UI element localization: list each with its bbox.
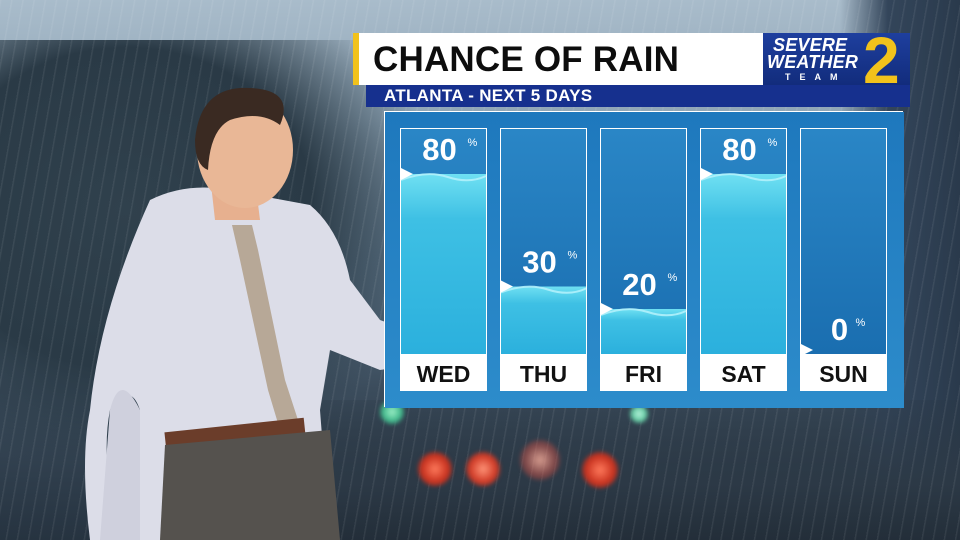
- rain-chance-value: 20: [622, 267, 656, 302]
- percent-sign: %: [856, 317, 866, 329]
- day-label-box: [401, 356, 486, 390]
- rain-chance-chart: 80% WED 30% THU 20% FRI 80% SAT 0% SUN: [384, 111, 904, 408]
- water-surface: [700, 173, 787, 182]
- traffic-light-green: [630, 405, 648, 423]
- rain-chance-value: 0: [831, 312, 848, 347]
- percent-sign: %: [668, 272, 678, 284]
- day-column: 30 % THU: [500, 128, 587, 391]
- water-surface: [400, 173, 487, 182]
- day-column-empty: [801, 129, 886, 354]
- car-light: [582, 452, 618, 488]
- rain-chance-bars: 80 % WED 30 % THU 20 % FRI 80 % SAT 0 % SUN: [385, 112, 904, 408]
- rain-chance-bar: [401, 174, 486, 354]
- day-label: SAT: [721, 361, 765, 387]
- rain-chance-bar: [501, 286, 586, 354]
- title-bar: CHANCE OF RAIN: [353, 33, 763, 85]
- percent-sign: %: [768, 137, 778, 149]
- day-label-box: [701, 356, 786, 390]
- day-column: 0 % SUN: [800, 128, 887, 391]
- subtitle-bar: ATLANTA - NEXT 5 DAYS: [366, 85, 910, 107]
- day-column: 80 % WED: [400, 128, 487, 391]
- logo-channel-number: 2: [863, 23, 900, 97]
- rain-chance-bar: [601, 309, 686, 354]
- logo-line-1: SEVERE: [773, 35, 848, 55]
- rain-chance-bar: [701, 174, 786, 354]
- percent-sign: %: [568, 250, 578, 262]
- car-light: [418, 452, 452, 486]
- day-label: SUN: [819, 361, 868, 387]
- level-pointer: [501, 280, 513, 293]
- day-column: 20 % FRI: [600, 128, 687, 391]
- day-label: THU: [520, 361, 567, 387]
- day-label: FRI: [625, 361, 662, 387]
- rain-chance-value: 30: [522, 245, 556, 280]
- level-pointer: [401, 168, 413, 180]
- weather-presenter: [85, 87, 503, 540]
- day-column: 80 % SAT: [700, 128, 787, 391]
- day-label-box: [601, 356, 686, 390]
- water-surface: [500, 285, 587, 294]
- day-label: WED: [417, 361, 471, 387]
- rain-chance-value: 80: [722, 132, 756, 167]
- level-pointer: [601, 303, 613, 315]
- station-logo: SEVERE WEATHER TEAM 2: [763, 27, 910, 93]
- day-label-box: [501, 356, 586, 390]
- percent-sign: %: [468, 137, 478, 149]
- logo-line-2: WEATHER: [767, 52, 859, 72]
- chart-subtitle: ATLANTA - NEXT 5 DAYS: [384, 86, 593, 105]
- background-road: [300, 400, 960, 540]
- water-surface: [600, 308, 687, 317]
- car-light: [466, 452, 500, 486]
- logo-line-3: TEAM: [785, 72, 847, 82]
- level-pointer: [701, 168, 713, 180]
- car-light: [520, 440, 560, 480]
- level-pointer: [801, 344, 813, 356]
- rain-chance-value: 80: [422, 132, 456, 167]
- day-label-box: [801, 356, 886, 390]
- chart-title: CHANCE OF RAIN: [373, 40, 680, 79]
